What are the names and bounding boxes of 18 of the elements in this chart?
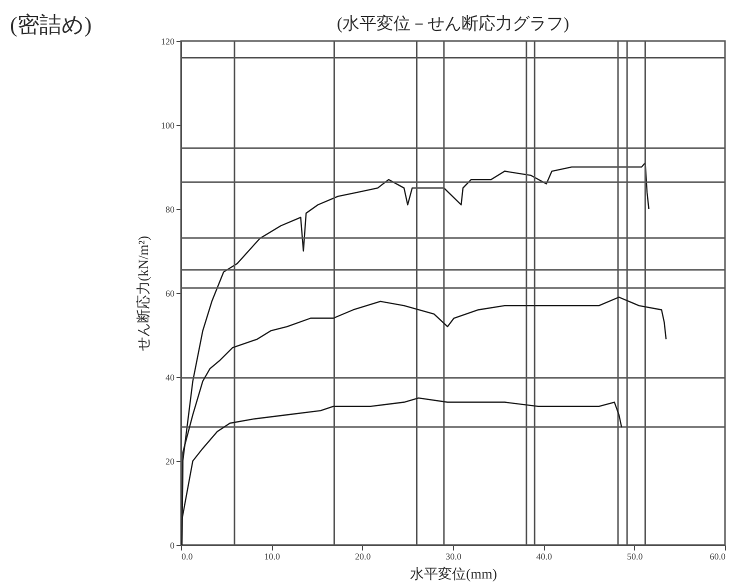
x-axis-title: 水平変位(mm): [410, 566, 498, 582]
chart-title: (水平変位－せん断応力グラフ): [336, 14, 570, 33]
x-tick-label: 40.0: [536, 552, 553, 562]
y-tick-label: 60: [166, 288, 175, 298]
x-tick-label: 30.0: [446, 552, 462, 562]
y-tick-label: 100: [161, 120, 175, 130]
x-tick-label: 10.0: [264, 552, 281, 562]
y-tick-label: 80: [166, 204, 175, 214]
text: (密詰め): [10, 11, 92, 39]
y-tick-label: 20: [166, 456, 175, 466]
y-axis-title: せん断応力(kN/m²): [136, 235, 152, 352]
x-tick-label: 50.0: [626, 552, 644, 562]
y-tick-label: 120: [161, 36, 175, 46]
x-tick-label: 60.0: [710, 552, 726, 562]
x-tick-label: 20.0: [354, 552, 372, 562]
y-tick-label: 0: [170, 540, 175, 550]
y-tick-label: 40: [166, 372, 175, 382]
x-tick-label: 0.0: [182, 552, 194, 562]
